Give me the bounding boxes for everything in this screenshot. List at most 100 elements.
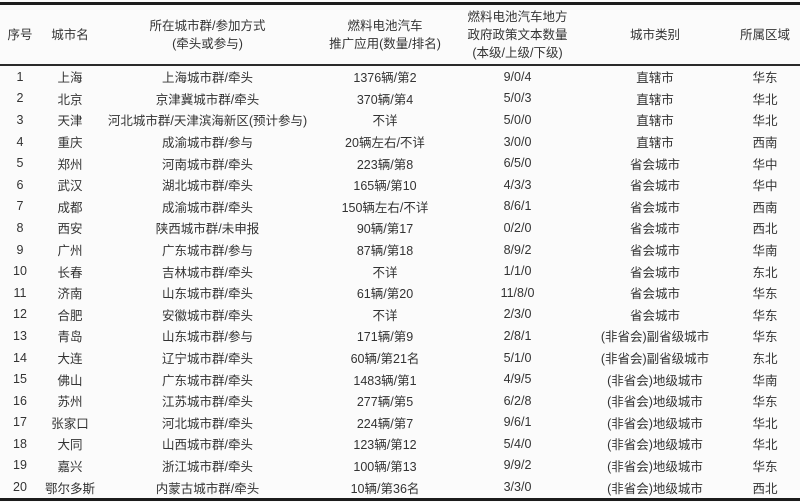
table-cell: 西安 — [57, 222, 83, 237]
table-cell: 长春 — [57, 265, 83, 280]
table-cell: 5/0/3 — [503, 91, 532, 106]
table-cell: 8 — [16, 220, 24, 235]
table-cell: 直辖市 — [636, 136, 674, 151]
table-row: 10 长春 吉林城市群/牵头 不详 1/1/0 省会城市 东北 — [0, 260, 800, 282]
table-cell: 辽宁城市群/牵头 — [162, 352, 253, 367]
table-cell: 上海城市群/牵头 — [162, 71, 253, 86]
table-cell: 广东城市群/参与 — [162, 244, 253, 259]
column-header-col-promotion: 燃料电池汽车推广应用(数量/排名) — [315, 3, 455, 66]
table-cell: 90辆/第17 — [356, 222, 414, 237]
table-cell: 安徽城市群/牵头 — [162, 308, 253, 323]
table-cell: 150辆左右/不详 — [341, 200, 429, 215]
table-cell: 1 — [16, 69, 24, 84]
table-cell: 6/2/8 — [503, 393, 532, 408]
table-cell: 华东 — [752, 395, 778, 410]
table-cell: 佛山 — [57, 373, 83, 388]
table-cell: 华东 — [752, 459, 778, 474]
table-cell: (非省会)地级城市 — [607, 459, 703, 474]
table-cell: 省会城市 — [629, 179, 680, 194]
table-cell: 不详 — [372, 265, 398, 280]
table-cell: 10辆/第36名 — [350, 481, 420, 496]
table-row: 12 合肥 安徽城市群/牵头 不详 2/3/0 省会城市 华东 — [0, 304, 800, 326]
table-cell: 6 — [16, 177, 24, 192]
table-cell: 2/8/1 — [503, 328, 532, 343]
table-cell: 17 — [13, 415, 27, 430]
table-cell: 171辆/第9 — [356, 330, 414, 345]
table-cell: (非省会)副省级城市 — [600, 352, 710, 367]
table-row: 6 武汉 湖北城市群/牵头 165辆/第10 4/3/3 省会城市 华中 — [0, 174, 800, 196]
table-row: 11 济南 山东城市群/牵头 61辆/第20 11/8/0 省会城市 华东 — [0, 282, 800, 304]
table-cell: 上海 — [57, 71, 83, 86]
table-row: 20 鄂尔多斯 内蒙古城市群/牵头 10辆/第36名 3/3/0 (非省会)地级城市 西北 — [0, 476, 800, 499]
table-cell: 10 — [13, 264, 27, 279]
table-cell: 河北城市群/天津滨海新区(预计参与) — [107, 114, 308, 129]
header-line: 所属区域 — [739, 27, 790, 42]
table-cell: 省会城市 — [629, 244, 680, 259]
table-cell: 20辆左右/不详 — [345, 136, 425, 151]
table-cell: 重庆 — [57, 136, 83, 151]
header-line: 燃料电池汽车地方 — [467, 9, 568, 24]
table-cell: 大连 — [57, 352, 83, 367]
table-cell: 华中 — [752, 179, 778, 194]
table-cell: 华东 — [752, 330, 778, 345]
table-cell: 直辖市 — [636, 114, 674, 129]
table-cell: 3/3/0 — [503, 480, 532, 495]
table-cell: 3/0/0 — [503, 134, 532, 149]
table-cell: 山西城市群/牵头 — [162, 438, 253, 453]
table-cell: 成渝城市群/牵头 — [162, 200, 253, 215]
table-cell: (非省会)副省级城市 — [600, 330, 710, 345]
table-cell: 8/6/1 — [503, 199, 532, 214]
table-cell: 京津冀城市群/牵头 — [155, 92, 260, 107]
header-line: 政府政策文本数量 — [467, 27, 568, 42]
table-cell: 224辆/第7 — [356, 416, 414, 431]
table-row: 1 上海 上海城市群/牵头 1376辆/第2 9/0/4 直辖市 华东 — [0, 65, 800, 88]
table-cell: 20 — [13, 480, 27, 495]
table-cell: 成渝城市群/参与 — [162, 136, 253, 151]
table-row: 18 大同 山西城市群/牵头 123辆/第12 5/4/0 (非省会)地级城市 华北 — [0, 433, 800, 455]
table-cell: (非省会)地级城市 — [607, 438, 703, 453]
table-cell: 浙江城市群/牵头 — [162, 459, 253, 474]
table-cell: 张家口 — [51, 416, 89, 431]
table-cell: 223辆/第8 — [356, 157, 414, 172]
table-cell: 省会城市 — [629, 308, 680, 323]
table-row: 7 成都 成渝城市群/牵头 150辆左右/不详 8/6/1 省会城市 西南 — [0, 196, 800, 218]
table-cell: 12 — [13, 307, 27, 322]
table-cell: 123辆/第12 — [353, 438, 417, 453]
header-line: 所在城市群/参加方式 — [149, 18, 266, 33]
table-cell: 8/9/2 — [503, 242, 532, 257]
table-cell: 100辆/第13 — [353, 459, 417, 474]
header-line: 推广应用(数量/排名) — [329, 36, 441, 51]
table-cell: 华北 — [752, 438, 778, 453]
column-header-col-policy-count: 燃料电池汽车地方 政府政策文本数量 (本级/上级/下级) — [455, 3, 580, 66]
table-row: 14 大连 辽宁城市群/牵头 60辆/第21名 5/1/0 (非省会)副省级城市 东北 — [0, 347, 800, 369]
table-cell: 4/9/5 — [503, 372, 532, 387]
table-row: 5 郑州 河南城市群/牵头 223辆/第8 6/5/0 省会城市 华中 — [0, 152, 800, 174]
table-cell: 9/6/1 — [503, 415, 532, 430]
table-cell: 济南 — [57, 287, 83, 302]
table-cell: 华中 — [752, 157, 778, 172]
table-cell: 2 — [16, 91, 24, 106]
table-cell: 1483辆/第1 — [353, 373, 417, 388]
table-cell: 天津 — [57, 114, 83, 129]
table-cell: 北京 — [57, 92, 83, 107]
column-header-col-index: 序号 — [0, 3, 40, 66]
table-row: 15 佛山 广东城市群/牵头 1483辆/第1 4/9/5 (非省会)地级城市 华南 — [0, 368, 800, 390]
table-cell: 陕西城市群/未申报 — [155, 222, 260, 237]
table-cell: 成都 — [57, 200, 83, 215]
column-header-col-region: 所属区域 — [730, 3, 800, 66]
table-cell: 5/4/0 — [503, 436, 532, 451]
table-cell: 7 — [16, 199, 24, 214]
table-cell: 11/8/0 — [500, 285, 535, 300]
table-cell: 5 — [16, 156, 24, 171]
header-line: 燃料电池汽车 — [347, 18, 423, 33]
table-cell: 鄂尔多斯 — [44, 481, 95, 496]
table-cell: 省会城市 — [629, 157, 680, 172]
table-cell: 华北 — [752, 92, 778, 107]
table-cell: 165辆/第10 — [353, 179, 417, 194]
table-cell: 华东 — [752, 287, 778, 302]
table-cell: 2/3/0 — [503, 307, 532, 322]
table-cell: 华东 — [752, 308, 778, 323]
table-cell: 5/0/0 — [503, 112, 532, 127]
table-cell: 61辆/第20 — [356, 287, 414, 302]
